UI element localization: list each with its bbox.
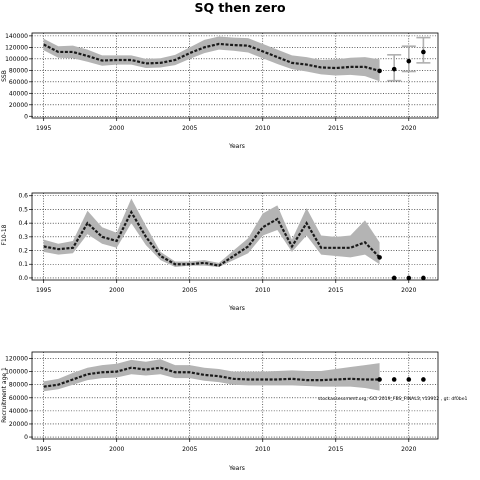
projection-point bbox=[406, 58, 412, 64]
x-axis-label: Years bbox=[228, 143, 245, 150]
y-tick-label: 0 bbox=[24, 434, 28, 441]
confidence-band bbox=[43, 36, 380, 82]
y-axis-label: SSB bbox=[1, 70, 8, 82]
estimate-line bbox=[43, 366, 380, 388]
page-title: SQ then zero bbox=[194, 0, 286, 15]
y-tick-label: 100000 bbox=[5, 56, 28, 63]
x-tick-label: 2005 bbox=[182, 287, 197, 294]
y-tick-label: 80000 bbox=[9, 67, 28, 74]
projection-point bbox=[391, 275, 397, 281]
y-tick-label: 40000 bbox=[9, 90, 28, 97]
y-tick-label: 80000 bbox=[9, 382, 28, 389]
projection-point bbox=[377, 377, 382, 382]
annotation-text: stockassessment.org, GCI 2019_FBS_FINAL3… bbox=[318, 396, 468, 402]
x-tick-label: 1995 bbox=[36, 287, 51, 294]
estimate-line bbox=[43, 42, 380, 72]
y-tick-label: 0.2 bbox=[18, 248, 28, 255]
fishing-mortality-panel: 1995 2000 2005 2010 2015 2020 0.0 0.1 0.2 0.3 0.4 0… bbox=[1, 192, 439, 312]
x-tick-label: 2020 bbox=[401, 446, 416, 453]
projection-point bbox=[421, 377, 426, 382]
projection-point bbox=[421, 275, 426, 281]
y-tick-label: 60000 bbox=[9, 395, 28, 402]
y-tick-label: 0.3 bbox=[18, 234, 28, 241]
y-tick-label: 140000 bbox=[5, 33, 28, 40]
x-tick-label: 2000 bbox=[109, 287, 124, 294]
y-tick-label: 40000 bbox=[9, 408, 28, 415]
recruitment-panel: 1995 2000 2005 2010 2015 2020 0 20000 40000 60000… bbox=[1, 351, 468, 472]
y-tick-label: 60000 bbox=[9, 79, 28, 86]
x-tick-label: 2020 bbox=[401, 287, 416, 294]
x-tick-label: 2005 bbox=[182, 125, 197, 132]
y-tick-label: 120000 bbox=[5, 356, 28, 363]
projection-point bbox=[391, 66, 397, 72]
estimate-line bbox=[43, 209, 381, 267]
y-tick-label: 0.0 bbox=[18, 275, 28, 282]
x-tick-label: 2005 bbox=[182, 446, 197, 453]
plot-frame bbox=[31, 351, 439, 440]
y-tick-label: 0 bbox=[24, 113, 28, 120]
x-tick-label: 2000 bbox=[109, 125, 124, 132]
projection-point bbox=[377, 68, 382, 74]
x-tick-label: 2015 bbox=[328, 125, 343, 132]
projection-point bbox=[421, 49, 426, 55]
y-axis-label: Recruitment age 1 bbox=[1, 367, 8, 423]
x-tick-label: 2015 bbox=[328, 446, 343, 453]
ssb-panel: 1995 2000 2005 2010 2015 2020 0 20000 40000 60000… bbox=[1, 32, 439, 150]
projection-point bbox=[406, 275, 412, 281]
projection-point bbox=[391, 377, 397, 382]
y-tick-label: 120000 bbox=[5, 44, 28, 51]
y-tick-label: 100000 bbox=[5, 369, 28, 376]
x-tick-label: 2010 bbox=[255, 125, 270, 132]
y-tick-label: 0.1 bbox=[18, 261, 28, 268]
x-tick-label: 2010 bbox=[255, 446, 270, 453]
x-tick-label: 2020 bbox=[401, 125, 416, 132]
projection-point bbox=[377, 255, 382, 260]
y-tick-label: 0.4 bbox=[18, 220, 28, 227]
y-tick-label: 0.6 bbox=[18, 193, 28, 200]
y-tick-label: 20000 bbox=[9, 102, 28, 109]
x-axis-label: Years bbox=[228, 305, 245, 312]
x-axis-label: Years bbox=[228, 465, 245, 472]
projection-point bbox=[406, 377, 412, 382]
y-tick-label: 20000 bbox=[9, 421, 28, 428]
x-tick-label: 2000 bbox=[109, 446, 124, 453]
confidence-band bbox=[43, 198, 380, 267]
x-tick-label: 1995 bbox=[36, 125, 51, 132]
y-tick-label: 0.5 bbox=[18, 206, 28, 213]
x-tick-label: 2015 bbox=[328, 287, 343, 294]
y-axis-label: F10-18 bbox=[1, 224, 8, 245]
plot-frame bbox=[31, 32, 439, 119]
x-tick-label: 1995 bbox=[36, 446, 51, 453]
x-tick-label: 2010 bbox=[255, 287, 270, 294]
